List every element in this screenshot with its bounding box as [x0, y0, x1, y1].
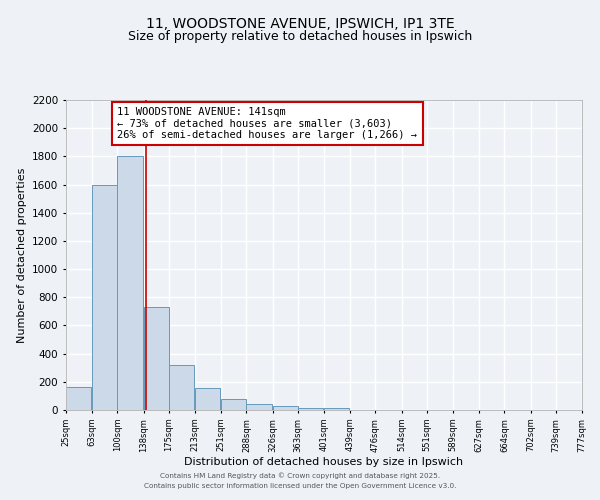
Bar [324, 408, 349, 410]
Text: 11 WOODSTONE AVENUE: 141sqm
← 73% of detached houses are smaller (3,603)
26% of : 11 WOODSTONE AVENUE: 141sqm ← 73% of det… [118, 107, 418, 140]
Bar [169, 365, 194, 410]
Bar [221, 398, 247, 410]
Bar [143, 307, 169, 410]
Bar [272, 406, 298, 410]
Text: 11, WOODSTONE AVENUE, IPSWICH, IP1 3TE: 11, WOODSTONE AVENUE, IPSWICH, IP1 3TE [146, 18, 454, 32]
Bar [118, 156, 143, 410]
Text: Contains HM Land Registry data © Crown copyright and database right 2025.: Contains HM Land Registry data © Crown c… [160, 472, 440, 480]
X-axis label: Distribution of detached houses by size in Ipswich: Distribution of detached houses by size … [184, 457, 464, 467]
Text: Contains public sector information licensed under the Open Government Licence v3: Contains public sector information licen… [144, 483, 456, 489]
Bar [298, 408, 323, 410]
Text: Size of property relative to detached houses in Ipswich: Size of property relative to detached ho… [128, 30, 472, 43]
Bar [66, 388, 91, 410]
Y-axis label: Number of detached properties: Number of detached properties [17, 168, 26, 342]
Bar [92, 184, 118, 410]
Bar [195, 388, 220, 410]
Bar [247, 404, 272, 410]
